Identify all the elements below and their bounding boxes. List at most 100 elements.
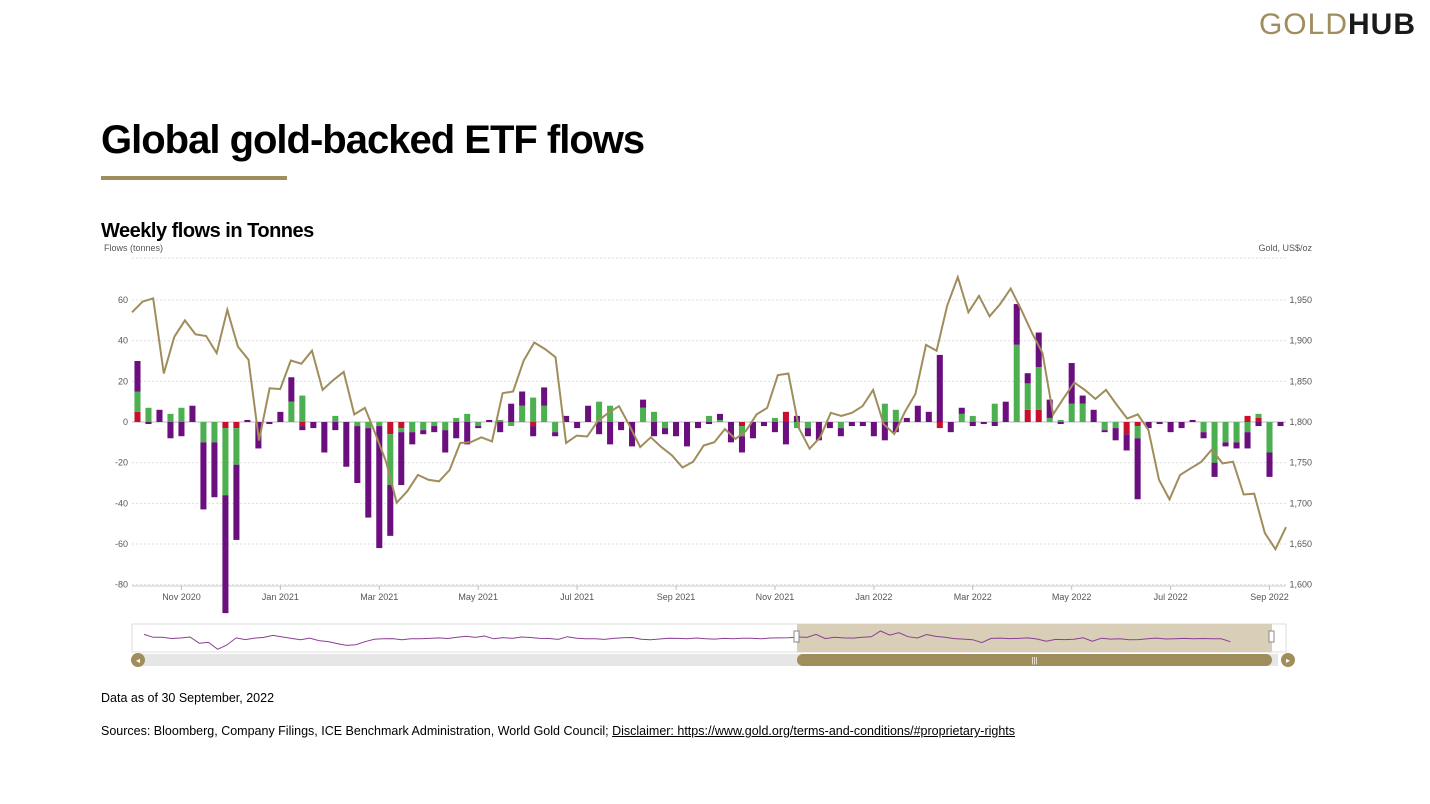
bar-green [475, 422, 482, 427]
bar-purple [167, 422, 174, 439]
bar-green [387, 434, 394, 486]
bar-purple [244, 419, 251, 422]
bar-green [145, 407, 152, 422]
bar-purple [1277, 422, 1284, 427]
bar-green [167, 413, 174, 422]
navigator-left-handle [793, 630, 800, 643]
navigator-right-handle [1268, 630, 1275, 643]
bar-purple [1200, 432, 1207, 439]
bar-purple [1002, 401, 1009, 422]
goldhub-logo[interactable]: GOLDHUB [1259, 8, 1416, 42]
navigator-selection [797, 624, 1272, 652]
bar-purple [1167, 422, 1174, 433]
bar-purple [145, 422, 152, 425]
bar-purple [716, 413, 724, 420]
bar-purple [1079, 395, 1086, 404]
data-as-of: Data as of 30 September, 2022 [101, 691, 275, 705]
x-tick-label: Jul 2022 [1154, 592, 1188, 602]
bar-purple [442, 430, 449, 453]
disclaimer-link[interactable]: Disclaimer: https://www.gold.org/terms-a… [612, 724, 1016, 738]
bar-purple [727, 422, 735, 443]
bar-purple [354, 426, 361, 483]
bar-purple [420, 430, 427, 435]
bar-purple [683, 422, 691, 447]
bar-green [958, 413, 965, 422]
bar-red [1255, 417, 1262, 422]
bar-purple [1101, 430, 1108, 433]
bar-purple [299, 426, 306, 431]
x-tick-label: Sep 2022 [1250, 592, 1289, 602]
y-tick-label: -40 [115, 498, 128, 508]
bar-purple [310, 422, 317, 429]
bar-purple [222, 495, 229, 614]
bar-purple [815, 422, 822, 441]
bar-purple [530, 426, 537, 437]
bar-red [1134, 422, 1141, 427]
bar-red [1024, 409, 1031, 422]
bar-purple [892, 422, 899, 433]
bar-purple [376, 426, 383, 549]
bar-purple [771, 422, 778, 433]
bar-red [398, 422, 405, 429]
bar-green [1233, 422, 1240, 443]
bar-purple [156, 409, 163, 422]
bar-purple [782, 422, 789, 445]
x-tick-label: May 2022 [1052, 592, 1092, 602]
bar-purple [288, 377, 295, 402]
bar-purple [1057, 422, 1064, 425]
y2-tick-label: 1,900 [1289, 336, 1312, 346]
bar-green [409, 422, 416, 433]
bar-purple [409, 432, 416, 445]
bar-purple [178, 422, 185, 437]
bar-purple [343, 422, 350, 467]
bar-green [892, 409, 899, 422]
bar-purple [837, 428, 844, 437]
x-tick-label: Jan 2022 [855, 592, 892, 602]
bar-purple [1134, 438, 1141, 500]
bar-green [497, 419, 504, 422]
bar-purple [134, 361, 141, 392]
bar-red [1123, 422, 1130, 435]
bar-green [640, 407, 647, 422]
bar-red [782, 411, 789, 422]
bar-green [200, 422, 207, 443]
y2-tick-label: 1,750 [1289, 458, 1312, 468]
scroll-left-button [131, 653, 145, 667]
bar-red [738, 422, 745, 427]
bar-green [376, 422, 383, 427]
bar-purple [607, 422, 614, 445]
bar-green [991, 403, 998, 422]
bar-green [607, 405, 614, 422]
bar-green [716, 419, 724, 422]
y-tick-label: -80 [115, 580, 128, 590]
x-tick-label: Mar 2022 [954, 592, 992, 602]
bar-green [1024, 383, 1031, 410]
bar-purple [189, 405, 196, 422]
bar-purple [958, 407, 965, 414]
left-axis-label: Flows (tonnes) [104, 243, 163, 253]
scroll-right-arrow-icon: ▸ [1286, 656, 1290, 665]
bar-purple [870, 422, 877, 437]
bar-purple [914, 405, 921, 422]
bar-green [508, 422, 515, 427]
bar-red [299, 422, 306, 427]
bar-green [530, 397, 537, 422]
bar-purple [738, 436, 745, 453]
bar-green [299, 395, 306, 422]
y2-tick-label: 1,600 [1289, 580, 1312, 590]
sources-text: Sources: Bloomberg, Company Filings, ICE… [101, 724, 613, 738]
x-tick-label: Jul 2021 [560, 592, 594, 602]
y-tick-label: -60 [115, 539, 128, 549]
bar-purple [1233, 442, 1240, 449]
scrollbar-grip-icon: ||| [1031, 656, 1037, 665]
x-tick-label: Nov 2020 [162, 592, 201, 602]
bar-green [651, 411, 658, 422]
bar-red [1035, 409, 1042, 422]
bar-green [464, 413, 471, 422]
x-tick-label: Mar 2021 [360, 592, 398, 602]
bar-purple [936, 354, 943, 422]
bar-purple [804, 428, 811, 437]
title-underline [101, 176, 287, 180]
bar-purple [673, 422, 680, 437]
bar-red [233, 422, 240, 429]
